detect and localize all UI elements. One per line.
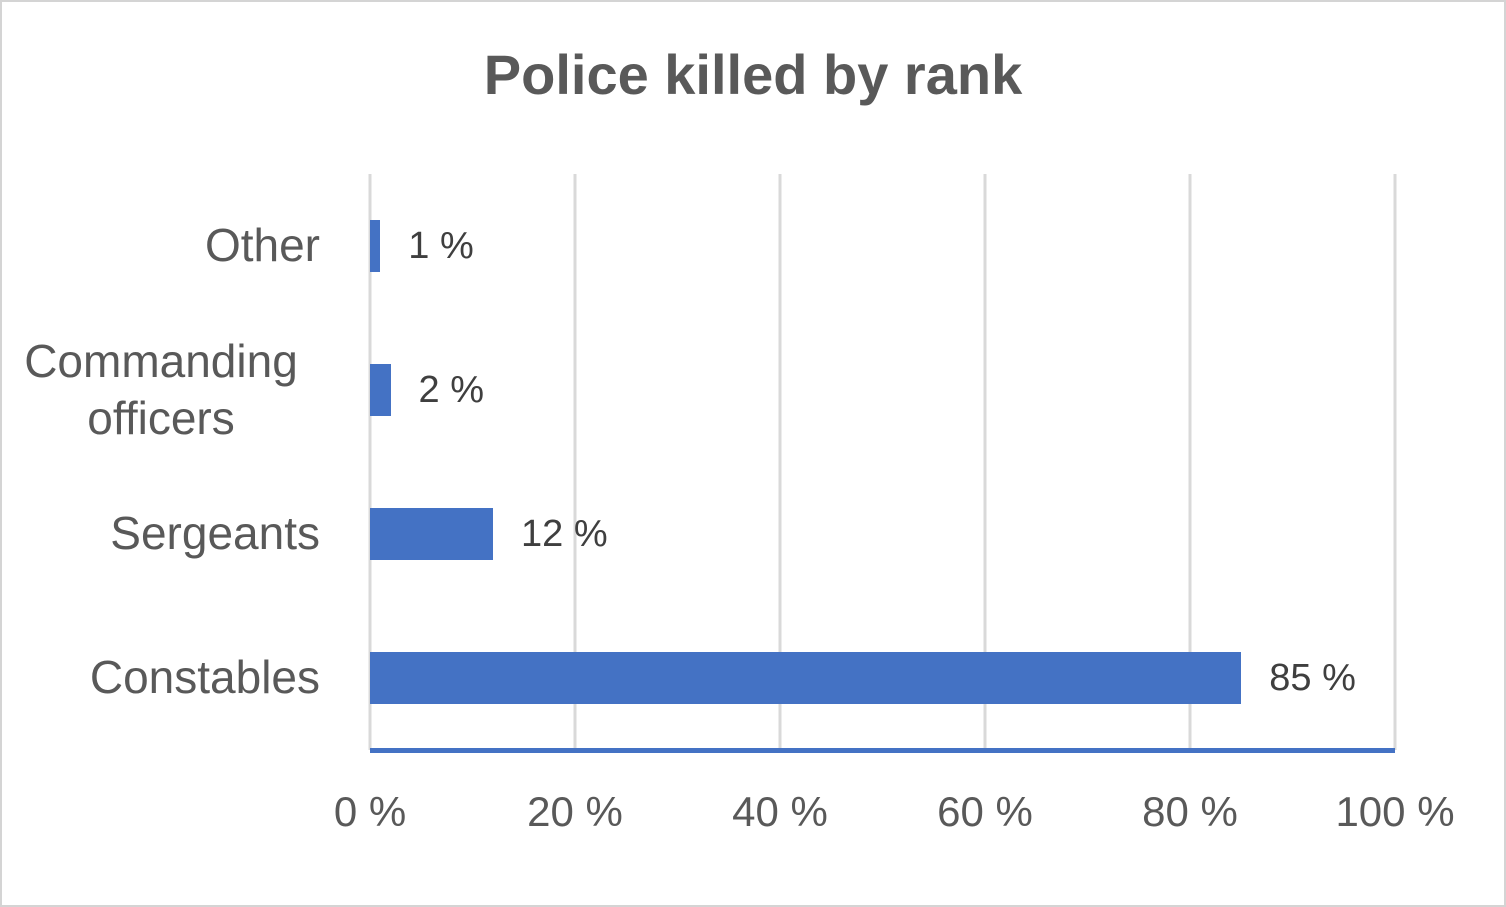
gridline xyxy=(1393,174,1397,750)
x-axis-line xyxy=(370,748,1395,753)
data-label: 2 % xyxy=(418,368,484,411)
x-axis-tick-label: 100 % xyxy=(1335,788,1455,835)
category-label-row: Sergeants xyxy=(2,462,320,606)
x-axis-tick-label: 80 % xyxy=(1142,788,1238,835)
bar xyxy=(370,220,381,272)
bar xyxy=(370,652,1242,704)
category-label-row: Constables xyxy=(2,606,320,750)
category-label: Constables xyxy=(89,651,320,704)
bars: 1 % 2 % 12 % 85 % xyxy=(370,174,1395,750)
category-label: Other xyxy=(204,219,320,272)
data-label: 85 % xyxy=(1269,656,1356,699)
chart-title: Police killed by rank xyxy=(483,43,1023,106)
gridline xyxy=(983,174,987,750)
data-label: 1 % xyxy=(408,224,474,267)
gridline xyxy=(1188,174,1192,750)
category-label-row: Commanding officers xyxy=(2,318,320,462)
x-axis-tick-label: 20 % xyxy=(527,788,623,835)
gridline xyxy=(368,174,372,750)
x-axis-tick-label: 60 % xyxy=(937,788,1033,835)
x-axis-tick-label: 40 % xyxy=(732,788,828,835)
category-label-row: Other xyxy=(2,174,320,318)
gridline xyxy=(778,174,782,750)
bar-row: 12 % xyxy=(370,462,1395,606)
x-axis-tick-label: 0 % xyxy=(333,788,407,835)
bar-row: 1 % xyxy=(370,174,1395,318)
bar xyxy=(370,364,391,416)
category-label: Commanding officers xyxy=(24,334,298,445)
gridline xyxy=(573,174,577,750)
bar-row: 85 % xyxy=(370,606,1395,750)
bar-row: 2 % xyxy=(370,318,1395,462)
data-label: 12 % xyxy=(521,512,608,555)
x-axis-tick-labels: 0 % 20 % 40 % 60 % 80 % 100 % xyxy=(334,784,1455,840)
category-axis-labels: Other Commanding officers Sergeants Constab… xyxy=(2,174,320,750)
bar xyxy=(370,508,493,560)
category-label: Sergeants xyxy=(110,507,320,560)
plot-area: 1 % 2 % 12 % 85 % xyxy=(368,174,1397,753)
